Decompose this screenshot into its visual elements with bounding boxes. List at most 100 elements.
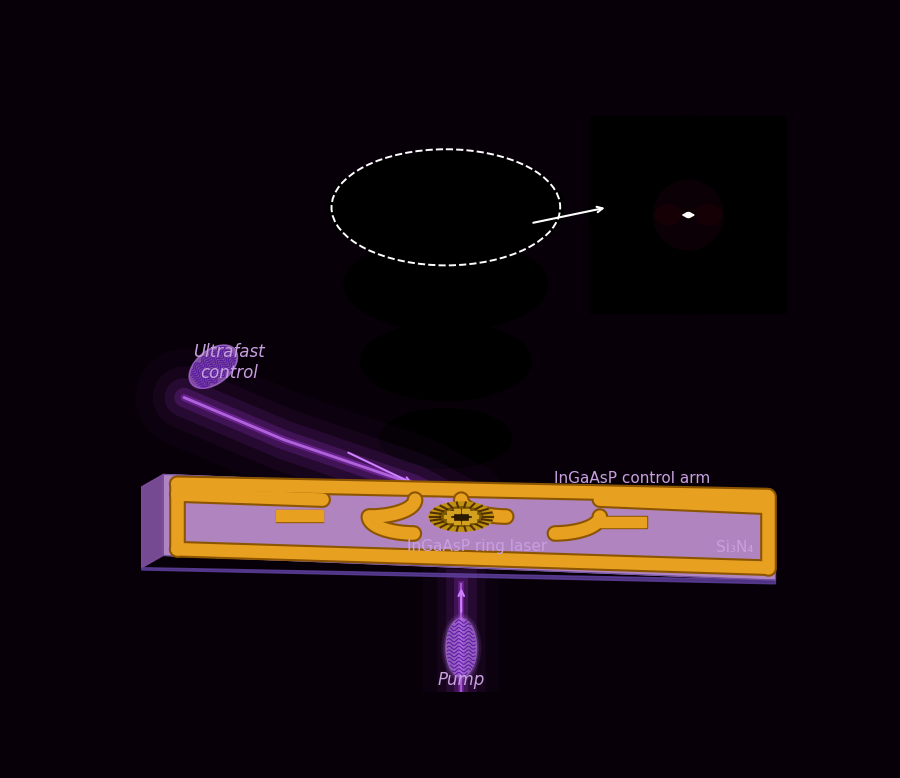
Ellipse shape <box>648 175 728 255</box>
Text: InGaAsP ring laser: InGaAsP ring laser <box>408 538 547 554</box>
Ellipse shape <box>342 158 550 257</box>
Ellipse shape <box>382 177 510 238</box>
Ellipse shape <box>637 164 740 266</box>
Ellipse shape <box>364 247 528 322</box>
Ellipse shape <box>385 411 506 465</box>
Ellipse shape <box>384 256 508 313</box>
Ellipse shape <box>387 334 505 388</box>
Ellipse shape <box>622 149 755 282</box>
Ellipse shape <box>367 325 524 398</box>
Ellipse shape <box>382 255 509 314</box>
Ellipse shape <box>355 242 537 327</box>
Ellipse shape <box>412 423 479 454</box>
Ellipse shape <box>410 422 482 455</box>
Ellipse shape <box>592 119 785 311</box>
Ellipse shape <box>404 419 487 457</box>
Ellipse shape <box>648 174 729 256</box>
Ellipse shape <box>392 181 500 233</box>
Ellipse shape <box>346 160 545 254</box>
Ellipse shape <box>390 413 502 464</box>
Ellipse shape <box>372 327 520 396</box>
Ellipse shape <box>638 165 739 265</box>
Ellipse shape <box>355 164 537 251</box>
Ellipse shape <box>353 163 539 251</box>
Ellipse shape <box>395 415 497 461</box>
Ellipse shape <box>685 212 692 218</box>
Ellipse shape <box>647 173 730 257</box>
Ellipse shape <box>631 158 746 272</box>
Ellipse shape <box>360 166 532 248</box>
Ellipse shape <box>378 175 514 240</box>
Ellipse shape <box>603 129 774 301</box>
Ellipse shape <box>364 324 526 399</box>
Ellipse shape <box>651 177 726 253</box>
Ellipse shape <box>382 331 510 391</box>
Ellipse shape <box>362 323 529 400</box>
Ellipse shape <box>344 237 548 331</box>
Ellipse shape <box>393 415 499 462</box>
Ellipse shape <box>629 156 748 275</box>
Ellipse shape <box>350 240 542 329</box>
Ellipse shape <box>369 326 523 397</box>
Ellipse shape <box>411 422 481 454</box>
Ellipse shape <box>591 118 785 312</box>
Ellipse shape <box>396 184 496 231</box>
Ellipse shape <box>652 180 724 251</box>
Ellipse shape <box>389 335 503 388</box>
Ellipse shape <box>348 239 544 330</box>
Ellipse shape <box>345 159 547 255</box>
Ellipse shape <box>600 127 777 303</box>
Ellipse shape <box>386 334 505 389</box>
Ellipse shape <box>393 337 498 385</box>
Ellipse shape <box>626 152 752 279</box>
Bar <box>463 509 469 513</box>
Ellipse shape <box>358 244 534 325</box>
Ellipse shape <box>612 138 765 292</box>
Ellipse shape <box>400 418 491 459</box>
Ellipse shape <box>408 421 484 456</box>
Ellipse shape <box>364 169 527 246</box>
Ellipse shape <box>602 128 775 301</box>
Ellipse shape <box>415 424 477 453</box>
Ellipse shape <box>395 183 497 232</box>
Ellipse shape <box>328 152 563 263</box>
Ellipse shape <box>379 254 512 315</box>
Ellipse shape <box>591 117 786 313</box>
Ellipse shape <box>392 182 500 233</box>
Ellipse shape <box>444 616 479 679</box>
Ellipse shape <box>384 333 508 390</box>
Ellipse shape <box>388 412 504 464</box>
Bar <box>276 510 323 521</box>
Ellipse shape <box>400 185 492 230</box>
Ellipse shape <box>630 157 746 273</box>
Polygon shape <box>189 345 238 388</box>
Ellipse shape <box>411 422 481 454</box>
Ellipse shape <box>391 181 501 233</box>
Ellipse shape <box>695 205 723 226</box>
Ellipse shape <box>356 243 536 326</box>
Ellipse shape <box>418 426 473 450</box>
Ellipse shape <box>400 263 491 306</box>
Ellipse shape <box>634 161 742 269</box>
Ellipse shape <box>651 177 726 253</box>
Ellipse shape <box>389 412 503 464</box>
Ellipse shape <box>392 259 500 310</box>
Ellipse shape <box>371 250 521 319</box>
Ellipse shape <box>373 251 519 318</box>
Ellipse shape <box>381 409 510 468</box>
Ellipse shape <box>376 329 515 394</box>
Ellipse shape <box>391 259 500 310</box>
Ellipse shape <box>392 336 500 387</box>
Ellipse shape <box>398 262 494 307</box>
Bar <box>445 514 451 518</box>
Ellipse shape <box>350 162 542 253</box>
Ellipse shape <box>652 178 725 252</box>
Ellipse shape <box>383 332 508 391</box>
Ellipse shape <box>385 178 507 237</box>
Ellipse shape <box>374 328 518 395</box>
Ellipse shape <box>644 170 734 261</box>
Text: Pump: Pump <box>437 671 485 689</box>
Ellipse shape <box>393 182 499 233</box>
Ellipse shape <box>383 410 508 467</box>
Ellipse shape <box>400 418 492 459</box>
